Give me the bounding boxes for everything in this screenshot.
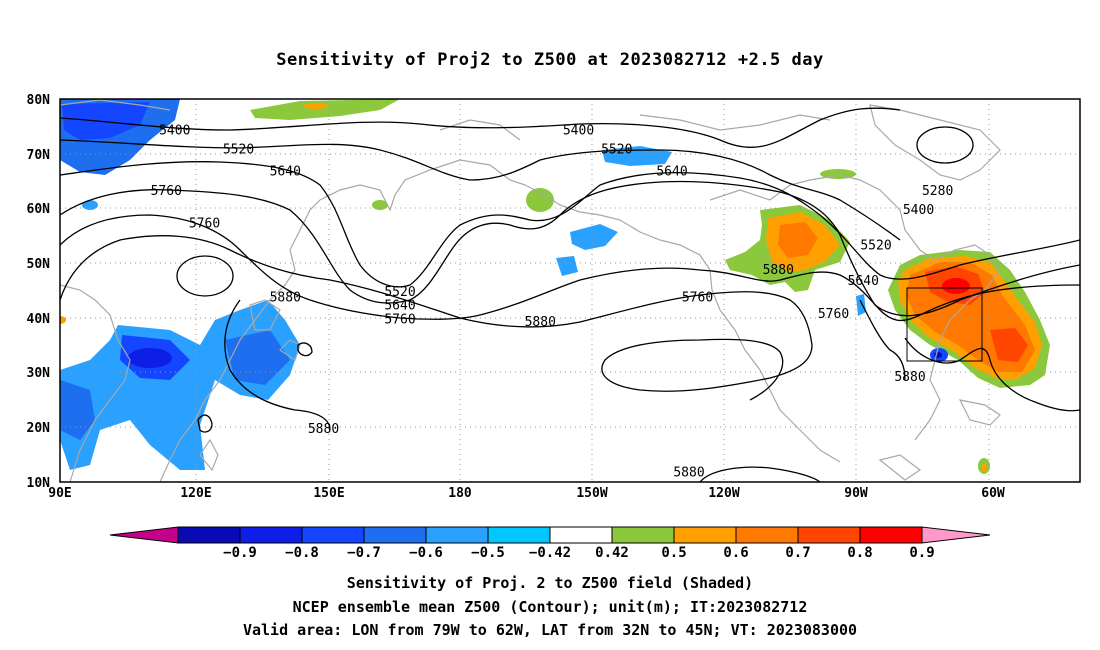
- colorbar-box: [735, 526, 799, 544]
- colorbar-tick-label: −0.6: [409, 545, 443, 561]
- z500-contours: [60, 107, 1080, 482]
- lat-label: 70N: [27, 148, 51, 163]
- lon-label: 90E: [48, 486, 71, 501]
- contour-label: 5520: [601, 143, 632, 158]
- colorbar-box: [177, 526, 241, 544]
- colorbar-box: [673, 526, 737, 544]
- contour-label: 5520: [223, 143, 254, 158]
- coastlines: [60, 99, 1001, 482]
- map-frame: [59, 98, 1081, 483]
- colorbar-tick-label: 0.9: [909, 545, 934, 561]
- colorbar-box: [487, 526, 551, 544]
- contour-label: 5280: [922, 184, 953, 199]
- colorbar-tick-label: 0.6: [723, 545, 748, 561]
- colorbar-box: [859, 526, 923, 544]
- colorbar-tick-label: −0.5: [471, 545, 505, 561]
- contour-label: 5640: [270, 165, 301, 180]
- contour-label: 5640: [656, 165, 687, 180]
- contour-label: 5520: [860, 238, 891, 253]
- contour-label: 5760: [189, 217, 220, 232]
- longitude-labels: 90E 120E 150E 180 150W 120W 90W 60W: [48, 486, 1005, 501]
- colorbar-tick-label: −0.42: [529, 545, 571, 561]
- lat-label: 20N: [27, 421, 51, 436]
- caption-line-3: Valid area: LON from 79W to 62W, LAT fro…: [242, 621, 858, 639]
- colorbar-box: [797, 526, 861, 544]
- lat-label: 60N: [27, 202, 51, 217]
- valid-area-box: [906, 287, 983, 362]
- contour-label-layer: 5400552056405760576058805880540055205640…: [151, 124, 954, 481]
- shaded-sensitivity-layer: [60, 99, 1050, 474]
- contour-label: 5400: [159, 124, 190, 139]
- contour-label: 5400: [563, 124, 594, 139]
- colorbar-box: [301, 526, 365, 544]
- contour-label: 5880: [525, 315, 556, 330]
- colorbar-box: [239, 526, 303, 544]
- colorbar-tick-label: −0.9: [223, 545, 257, 561]
- caption-line-1: Sensitivity of Proj. 2 to Z500 field (Sh…: [346, 574, 754, 592]
- figure-title: Sensitivity of Proj2 to Z500 at 20230827…: [276, 50, 824, 70]
- colorbar-min-triangle: [109, 526, 179, 544]
- colorbar-box: [611, 526, 675, 544]
- contour-label: 5400: [903, 203, 934, 218]
- colorbar-tick-label: 0.5: [661, 545, 686, 561]
- colorbar-tick-label: −0.8: [285, 545, 319, 561]
- contour-label: 5760: [384, 312, 415, 327]
- colorbar: −0.9 −0.8 −0.7 −0.6 −0.5 −0.42 0.42 0.5 0.6 0.7 0.…: [109, 526, 991, 561]
- contour-label: 5880: [894, 370, 925, 385]
- caption-line-2: NCEP ensemble mean Z500 (Contour); unit(…: [292, 598, 808, 616]
- lon-label: 180: [448, 486, 472, 501]
- colorbar-tick-label: 0.8: [847, 545, 872, 561]
- contour-label: 5640: [848, 274, 879, 289]
- lat-label: 40N: [27, 312, 51, 327]
- contour-label: 5520: [384, 285, 415, 300]
- contour-label: 5760: [151, 184, 182, 199]
- lat-label: 30N: [27, 366, 51, 381]
- contour-label: 5880: [763, 263, 794, 278]
- colorbar-box: [549, 526, 613, 544]
- colorbar-box: [363, 526, 427, 544]
- lon-label: 150E: [313, 486, 344, 501]
- lat-label: 50N: [27, 257, 51, 272]
- lon-label: 150W: [576, 486, 607, 501]
- colorbar-tick-label: 0.7: [785, 545, 810, 561]
- contour-label: 5880: [308, 422, 339, 437]
- lat-label: 10N: [27, 476, 51, 491]
- contour-label: 5760: [682, 290, 713, 305]
- contour-label: 5880: [270, 290, 301, 305]
- contour-label: 5760: [818, 307, 849, 322]
- lon-label: 120E: [180, 486, 211, 501]
- lon-label: 60W: [981, 486, 1005, 501]
- colorbar-box: [425, 526, 489, 544]
- colorbar-max-triangle: [921, 526, 991, 544]
- lon-label: 120W: [708, 486, 739, 501]
- latitude-labels: 80N 70N 60N 50N 40N 30N 20N 10N: [27, 93, 51, 491]
- contour-label: 5640: [384, 299, 415, 314]
- colorbar-tick-label: −0.7: [347, 545, 381, 561]
- colorbar-tick-label: 0.42: [595, 545, 629, 561]
- contour-label: 5880: [673, 466, 704, 481]
- lat-label: 80N: [27, 93, 51, 108]
- lon-label: 90W: [844, 486, 868, 501]
